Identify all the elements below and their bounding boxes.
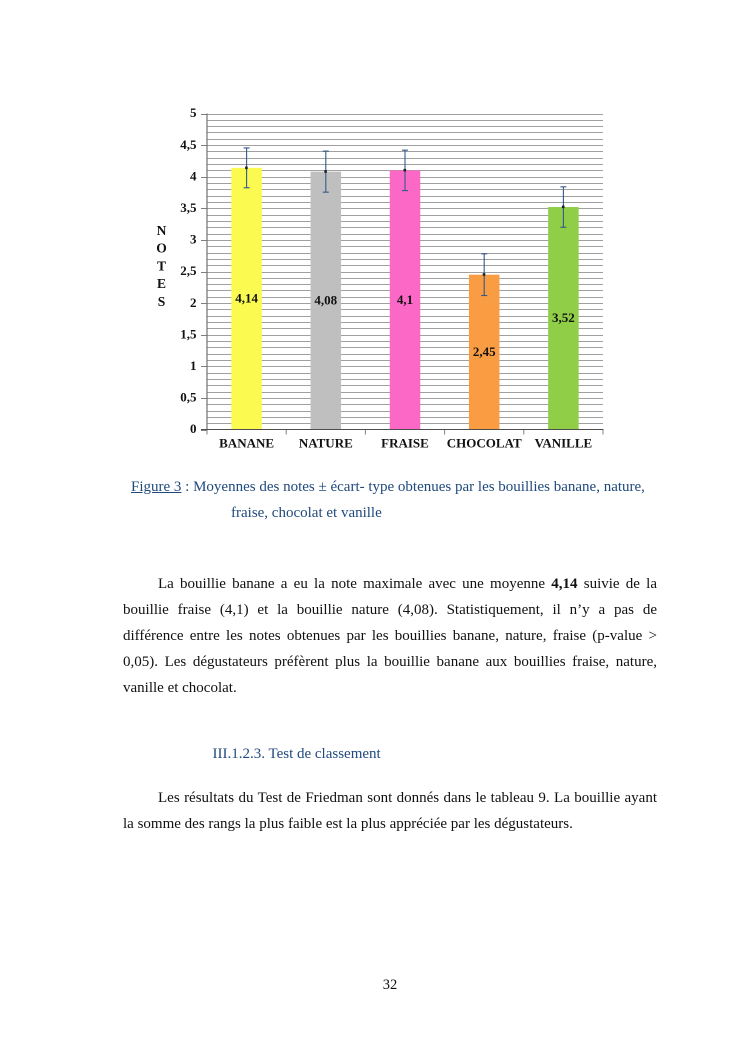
svg-text:2,45: 2,45 bbox=[473, 344, 496, 359]
svg-text:4,5: 4,5 bbox=[180, 137, 197, 152]
svg-text:4,14: 4,14 bbox=[235, 291, 258, 306]
svg-text:E: E bbox=[157, 276, 166, 291]
svg-text:O: O bbox=[156, 241, 167, 256]
svg-text:CHOCOLAT: CHOCOLAT bbox=[447, 436, 522, 451]
svg-text:5: 5 bbox=[190, 105, 197, 120]
svg-text:2: 2 bbox=[190, 295, 197, 310]
svg-text:4,08: 4,08 bbox=[314, 292, 337, 307]
svg-text:2,5: 2,5 bbox=[180, 263, 197, 278]
svg-text:VANILLE: VANILLE bbox=[535, 436, 593, 451]
svg-text:S: S bbox=[158, 294, 166, 309]
svg-text:3,52: 3,52 bbox=[552, 310, 575, 325]
svg-text:1,5: 1,5 bbox=[180, 326, 197, 341]
svg-text:1: 1 bbox=[190, 358, 197, 373]
svg-text:FRAISE: FRAISE bbox=[381, 436, 429, 451]
svg-text:4,1: 4,1 bbox=[397, 292, 413, 307]
svg-text:BANANE: BANANE bbox=[219, 436, 274, 451]
svg-text:N: N bbox=[157, 223, 167, 238]
svg-text:T: T bbox=[157, 258, 166, 273]
svg-text:0,5: 0,5 bbox=[180, 390, 197, 405]
svg-text:3: 3 bbox=[190, 232, 197, 247]
svg-text:4: 4 bbox=[190, 168, 197, 183]
svg-text:NATURE: NATURE bbox=[299, 436, 353, 451]
svg-text:0: 0 bbox=[190, 421, 197, 436]
svg-text:3,5: 3,5 bbox=[180, 200, 197, 215]
